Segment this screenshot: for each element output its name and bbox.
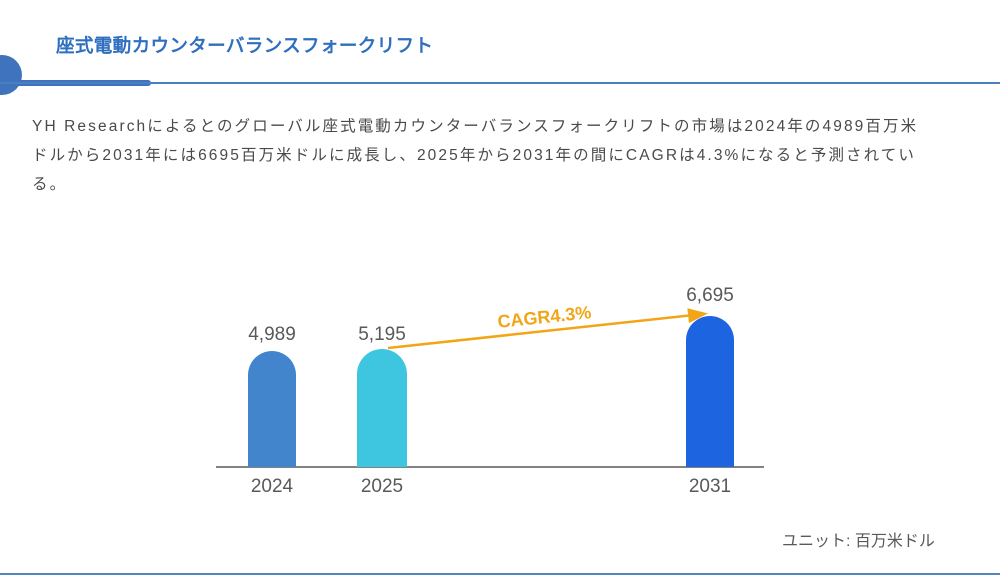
svg-text:5,195: 5,195 [358,324,406,345]
svg-text:2025: 2025 [361,476,403,497]
svg-text:2031: 2031 [689,476,731,497]
svg-text:6,695: 6,695 [686,285,734,306]
svg-text:4,989: 4,989 [248,324,296,345]
svg-text:2024: 2024 [251,476,294,497]
